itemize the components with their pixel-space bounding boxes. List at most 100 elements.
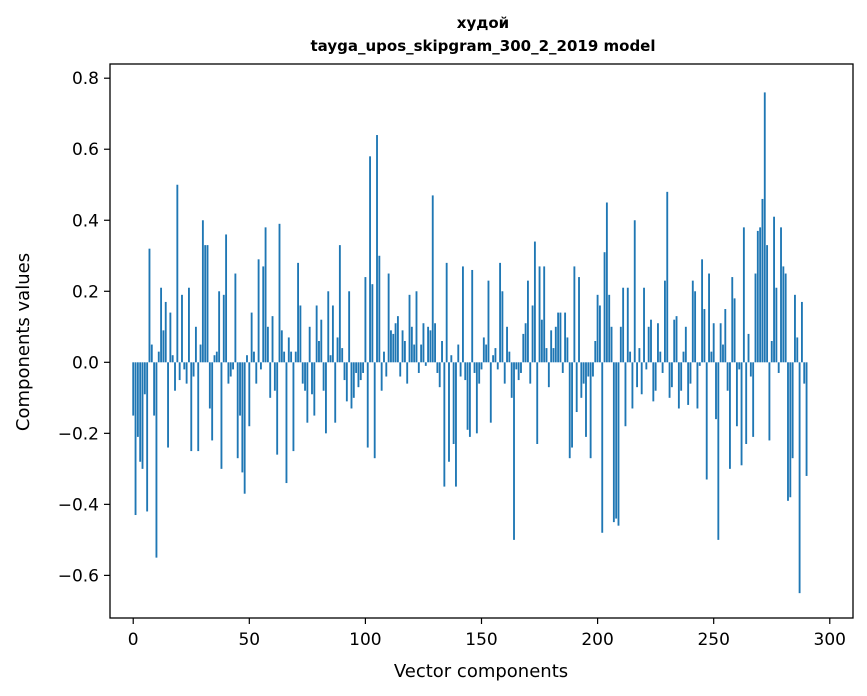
bar (661, 362, 664, 373)
bar (199, 344, 202, 363)
y-tick-label: −0.2 (58, 424, 99, 444)
bar (475, 362, 478, 434)
bar (640, 362, 643, 395)
bar (684, 326, 687, 363)
bar (343, 362, 346, 381)
bar (348, 291, 351, 363)
bar (510, 362, 513, 398)
bar (227, 362, 230, 384)
bar (269, 362, 272, 398)
bar (515, 362, 518, 370)
bar (169, 312, 172, 363)
bar (134, 362, 137, 516)
bar (668, 362, 671, 398)
bar (682, 351, 685, 363)
bar (466, 362, 469, 430)
bar (650, 319, 652, 363)
bar (394, 323, 397, 363)
bar (480, 362, 483, 370)
bar (385, 362, 388, 377)
bar (222, 294, 225, 363)
bar (575, 362, 578, 413)
bar (554, 326, 557, 363)
bar (441, 341, 443, 363)
bar (290, 351, 293, 363)
bar (508, 351, 511, 363)
chart-title: худой (457, 14, 509, 32)
bar (615, 362, 618, 519)
bar (571, 362, 573, 448)
bar (598, 305, 601, 363)
bar (146, 362, 149, 512)
bar (645, 362, 648, 370)
y-tick-label: −0.4 (58, 495, 99, 515)
bar (789, 362, 792, 498)
x-tick-label: 200 (581, 630, 613, 650)
bar (197, 362, 200, 452)
bar (181, 294, 183, 363)
bar (657, 323, 659, 363)
bar (589, 362, 592, 459)
bar (680, 362, 683, 391)
bar (731, 277, 734, 363)
bar (403, 341, 406, 363)
bar (673, 319, 676, 363)
bar (322, 362, 325, 391)
bar (749, 362, 752, 377)
bar (255, 362, 258, 384)
bar (383, 351, 385, 363)
bar (559, 312, 562, 363)
bar (401, 330, 404, 363)
bar (185, 362, 188, 384)
bar (241, 362, 244, 473)
bar (285, 362, 288, 484)
bar (520, 362, 522, 373)
bar (417, 362, 420, 373)
y-tick-label: −0.6 (58, 566, 99, 586)
bar (773, 216, 775, 363)
bar (747, 333, 750, 363)
bar (262, 266, 265, 363)
bar (341, 348, 344, 363)
bar (540, 319, 543, 363)
bar (459, 362, 462, 377)
bar (763, 92, 766, 363)
bar (652, 362, 655, 402)
bar (703, 309, 706, 363)
bar (473, 362, 476, 373)
bar (592, 362, 594, 377)
bar (396, 316, 399, 363)
bar (636, 362, 638, 388)
bar (738, 362, 741, 370)
bar (364, 277, 367, 363)
bar (531, 305, 534, 363)
bar (670, 362, 673, 388)
bar (236, 362, 239, 459)
bar (218, 291, 221, 363)
y-tick-label: 0.8 (72, 69, 99, 89)
bar (436, 362, 439, 373)
bar (733, 298, 736, 363)
bar (294, 351, 297, 363)
bar (796, 337, 799, 363)
bar (369, 156, 371, 363)
bar (392, 333, 395, 363)
bar (696, 362, 699, 409)
bar (464, 362, 467, 381)
bar (192, 362, 195, 377)
bar (775, 287, 778, 363)
bar (805, 362, 808, 476)
bar (234, 273, 237, 363)
bar (659, 351, 662, 363)
bar (455, 362, 457, 487)
bar (527, 280, 529, 363)
bar (232, 362, 234, 370)
bar (452, 362, 455, 444)
bar (434, 323, 436, 363)
bar (162, 330, 165, 363)
bar (719, 323, 722, 363)
bar (155, 362, 158, 558)
bar (536, 362, 539, 444)
bar (722, 344, 724, 363)
bar (677, 362, 680, 409)
